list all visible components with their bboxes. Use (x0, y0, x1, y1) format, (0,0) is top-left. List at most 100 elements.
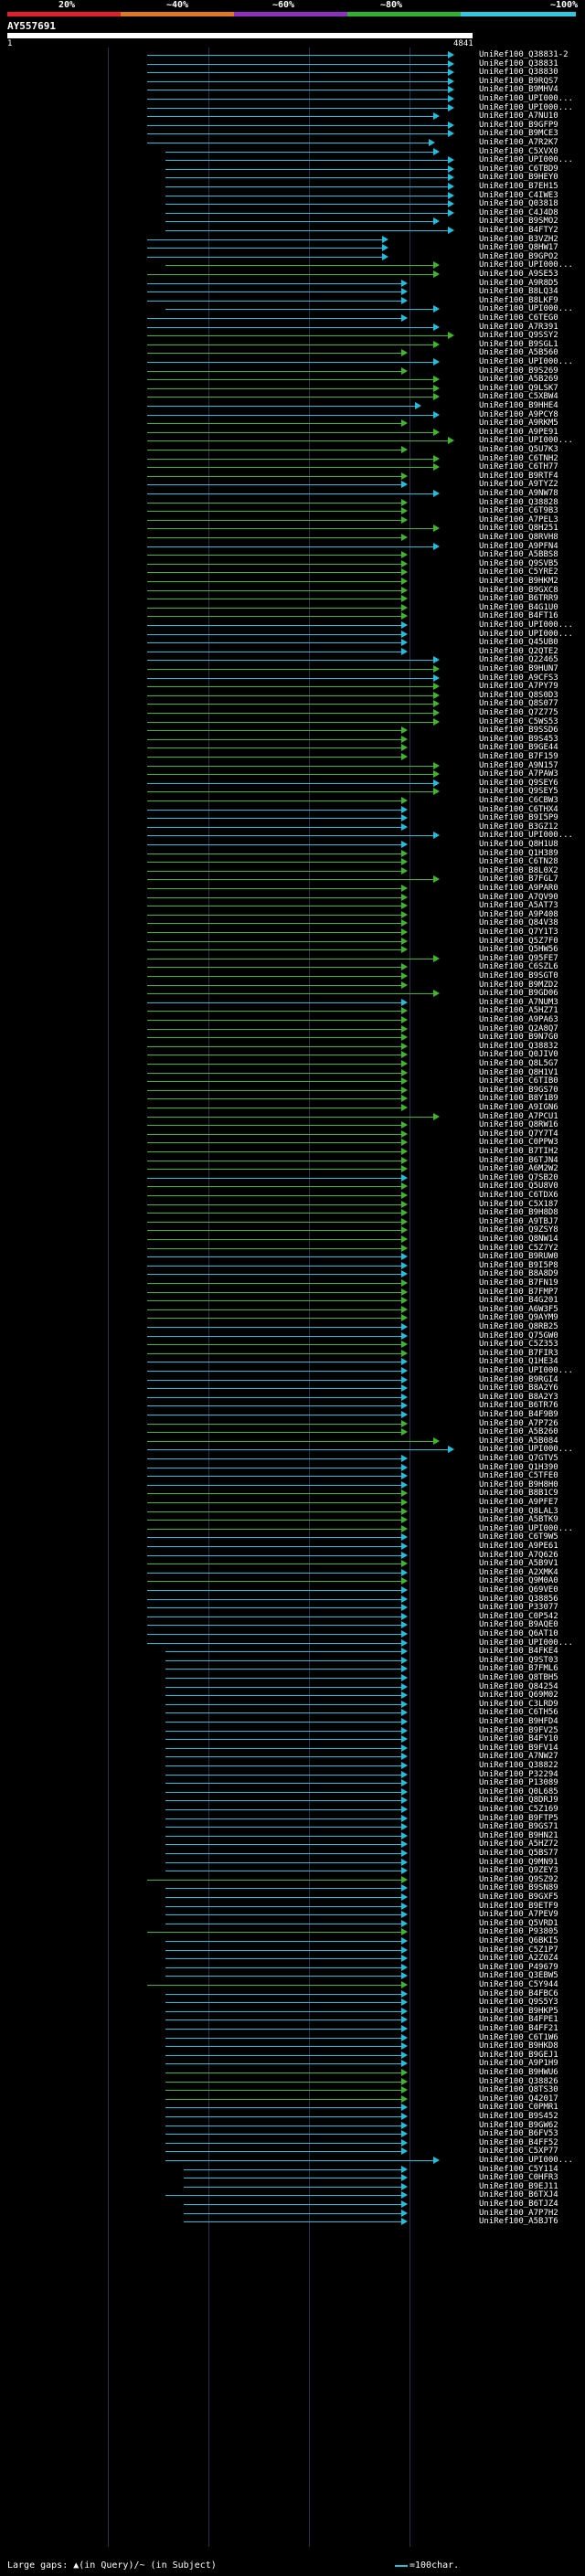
hit-label[interactable]: UniRef100_A9R8D5 (479, 278, 558, 288)
hit-alignment-line[interactable] (146, 984, 402, 986)
hit-alignment-line[interactable] (165, 1678, 402, 1679)
hit-label[interactable]: UniRef100_B8L0X2 (479, 865, 558, 875)
hit-row[interactable]: UniRef100_B9GW62 (0, 2121, 585, 2130)
hit-row[interactable]: UniRef100_A7PEV9 (0, 1910, 585, 1919)
hit-label[interactable]: UniRef100_B4FY10 (479, 1734, 558, 1744)
hit-label[interactable]: UniRef100_Q95FE7 (479, 953, 558, 963)
hit-label[interactable]: UniRef100_UPI000... (479, 1366, 573, 1375)
hit-row[interactable]: UniRef100_B6FV53 (0, 2129, 585, 2139)
hit-row[interactable]: UniRef100_A7R391 (0, 323, 585, 332)
hit-row[interactable]: UniRef100_Q38822 (0, 1761, 585, 1770)
hit-alignment-line[interactable] (165, 1747, 402, 1749)
hit-label[interactable]: UniRef100_UPI000... (479, 436, 573, 446)
hit-alignment-line[interactable] (146, 1177, 402, 1179)
hit-row[interactable]: UniRef100_Q95FE7 (0, 953, 585, 963)
hit-label[interactable]: UniRef100_Q38856 (479, 1594, 558, 1604)
hit-alignment-line[interactable] (165, 1897, 402, 1898)
hit-label[interactable]: UniRef100_B4FF52 (479, 2137, 558, 2147)
hit-row[interactable]: UniRef100_A2XMK4 (0, 1568, 585, 1577)
hit-alignment-line[interactable] (146, 1213, 402, 1214)
hit-row[interactable]: UniRef100_UPI000... (0, 260, 585, 270)
hit-label[interactable]: UniRef100_B7EH15 (479, 182, 558, 191)
hit-row[interactable]: UniRef100_A7NW27 (0, 1752, 585, 1761)
hit-row[interactable]: UniRef100_Q9M0A0 (0, 1576, 585, 1585)
hit-row[interactable]: UniRef100_C0PPW3 (0, 1138, 585, 1147)
hit-label[interactable]: UniRef100_B9GPO2 (479, 251, 558, 261)
hit-label[interactable]: UniRef100_C5Y114 (479, 2164, 558, 2174)
hit-label[interactable]: UniRef100_UPI000... (479, 357, 573, 366)
hit-alignment-line[interactable] (146, 274, 435, 275)
hit-alignment-line[interactable] (146, 633, 402, 635)
hit-label[interactable]: UniRef100_B9HEY0 (479, 173, 558, 183)
hit-label[interactable]: UniRef100_Q5U8V0 (479, 1182, 558, 1192)
hit-alignment-line[interactable] (146, 99, 449, 100)
hit-label[interactable]: UniRef100_C6TN28 (479, 857, 558, 867)
hit-alignment-line[interactable] (146, 1642, 402, 1644)
hit-label[interactable]: UniRef100_A9RKM5 (479, 419, 558, 429)
hit-label[interactable]: UniRef100_B7FML6 (479, 1664, 558, 1674)
hit-row[interactable]: UniRef100_B9FTP5 (0, 1814, 585, 1823)
hit-alignment-line[interactable] (146, 1318, 402, 1320)
hit-alignment-line[interactable] (165, 1976, 402, 1977)
hit-label[interactable]: UniRef100_Q45UB0 (479, 638, 558, 648)
hit-alignment-line[interactable] (146, 853, 402, 854)
hit-alignment-line[interactable] (146, 502, 402, 504)
hit-label[interactable]: UniRef100_B4F9B9 (479, 1410, 558, 1419)
hit-label[interactable]: UniRef100_UPI000... (479, 260, 573, 270)
hit-label[interactable]: UniRef100_A5B084 (479, 1436, 558, 1446)
hit-alignment-line[interactable] (165, 265, 435, 267)
hit-row[interactable]: UniRef100_A7PEL3 (0, 515, 585, 525)
hit-row[interactable]: UniRef100_A7PY79 (0, 682, 585, 692)
hit-row[interactable]: UniRef100_A9PE61 (0, 1542, 585, 1551)
hit-label[interactable]: UniRef100_B9HKM2 (479, 577, 558, 586)
hit-row[interactable]: UniRef100_C0HFR3 (0, 2173, 585, 2182)
hit-row[interactable]: UniRef100_B7EH15 (0, 182, 585, 191)
hit-row[interactable]: UniRef100_Q7Z775 (0, 708, 585, 717)
hit-alignment-line[interactable] (146, 467, 435, 469)
hit-alignment-line[interactable] (165, 1659, 402, 1661)
hit-row[interactable]: UniRef100_C4IWE3 (0, 191, 585, 200)
hit-label[interactable]: UniRef100_C6CBW3 (479, 796, 558, 805)
hit-label[interactable]: UniRef100_Q38831 (479, 58, 558, 69)
hit-row[interactable]: UniRef100_UPI000... (0, 2156, 585, 2165)
hit-row[interactable]: UniRef100_A9PA63 (0, 1015, 585, 1024)
hit-row[interactable]: UniRef100_B8Y1B9 (0, 1094, 585, 1103)
hit-row[interactable]: UniRef100_UPI000... (0, 155, 585, 164)
hit-label[interactable]: UniRef100_Q8TS30 (479, 2085, 558, 2095)
hit-row[interactable]: UniRef100_Q38828 (0, 498, 585, 507)
hit-alignment-line[interactable] (146, 976, 402, 977)
hit-row[interactable]: UniRef100_C3LRD9 (0, 1700, 585, 1709)
hit-label[interactable]: UniRef100_B9HKP5 (479, 2006, 558, 2016)
hit-label[interactable]: UniRef100_Q5BS77 (479, 1849, 558, 1858)
hit-row[interactable]: UniRef100_A7P726 (0, 1419, 585, 1428)
hit-row[interactable]: UniRef100_C5Z169 (0, 1805, 585, 1814)
hit-row[interactable]: UniRef100_B7TIH2 (0, 1147, 585, 1156)
hit-row[interactable]: UniRef100_B9I5P8 (0, 1261, 585, 1270)
hit-alignment-line[interactable] (165, 1756, 402, 1758)
hit-alignment-line[interactable] (146, 55, 449, 56)
hit-label[interactable]: UniRef100_B7F159 (479, 752, 558, 761)
hit-label[interactable]: UniRef100_A9P1H9 (479, 2059, 558, 2069)
hit-label[interactable]: UniRef100_Q8RVH8 (479, 533, 558, 542)
hit-alignment-line[interactable] (146, 1081, 402, 1083)
hit-label[interactable]: UniRef100_B6TXJ4 (479, 2190, 558, 2200)
hit-row[interactable]: UniRef100_A7Q626 (0, 1551, 585, 1560)
hit-alignment-line[interactable] (165, 1827, 402, 1829)
hit-alignment-line[interactable] (146, 669, 435, 670)
hit-row[interactable]: UniRef100_Q8S0D3 (0, 691, 585, 700)
hit-row[interactable]: UniRef100_C6TEG0 (0, 313, 585, 323)
hit-row[interactable]: UniRef100_Q84254 (0, 1682, 585, 1691)
hit-row[interactable]: UniRef100_B9S453 (0, 735, 585, 744)
hit-label[interactable]: UniRef100_A5HZ72 (479, 1839, 558, 1850)
hit-alignment-line[interactable] (165, 1853, 402, 1854)
hit-label[interactable]: UniRef100_B6FV53 (479, 2129, 558, 2139)
hit-row[interactable]: UniRef100_B4G201 (0, 1296, 585, 1306)
hit-label[interactable]: UniRef100_B4G201 (479, 1296, 558, 1306)
hit-row[interactable]: UniRef100_B9SMO2 (0, 217, 585, 226)
hit-row[interactable]: UniRef100_B4FKE4 (0, 1647, 585, 1656)
hit-label[interactable]: UniRef100_B8A8D9 (479, 1269, 558, 1279)
hit-label[interactable]: UniRef100_A7PY79 (479, 682, 558, 692)
hit-label[interactable]: UniRef100_C6TIB0 (479, 1076, 558, 1087)
hit-label[interactable]: UniRef100_C5Z169 (479, 1805, 558, 1814)
hit-label[interactable]: UniRef100_B9S452 (479, 2112, 558, 2121)
